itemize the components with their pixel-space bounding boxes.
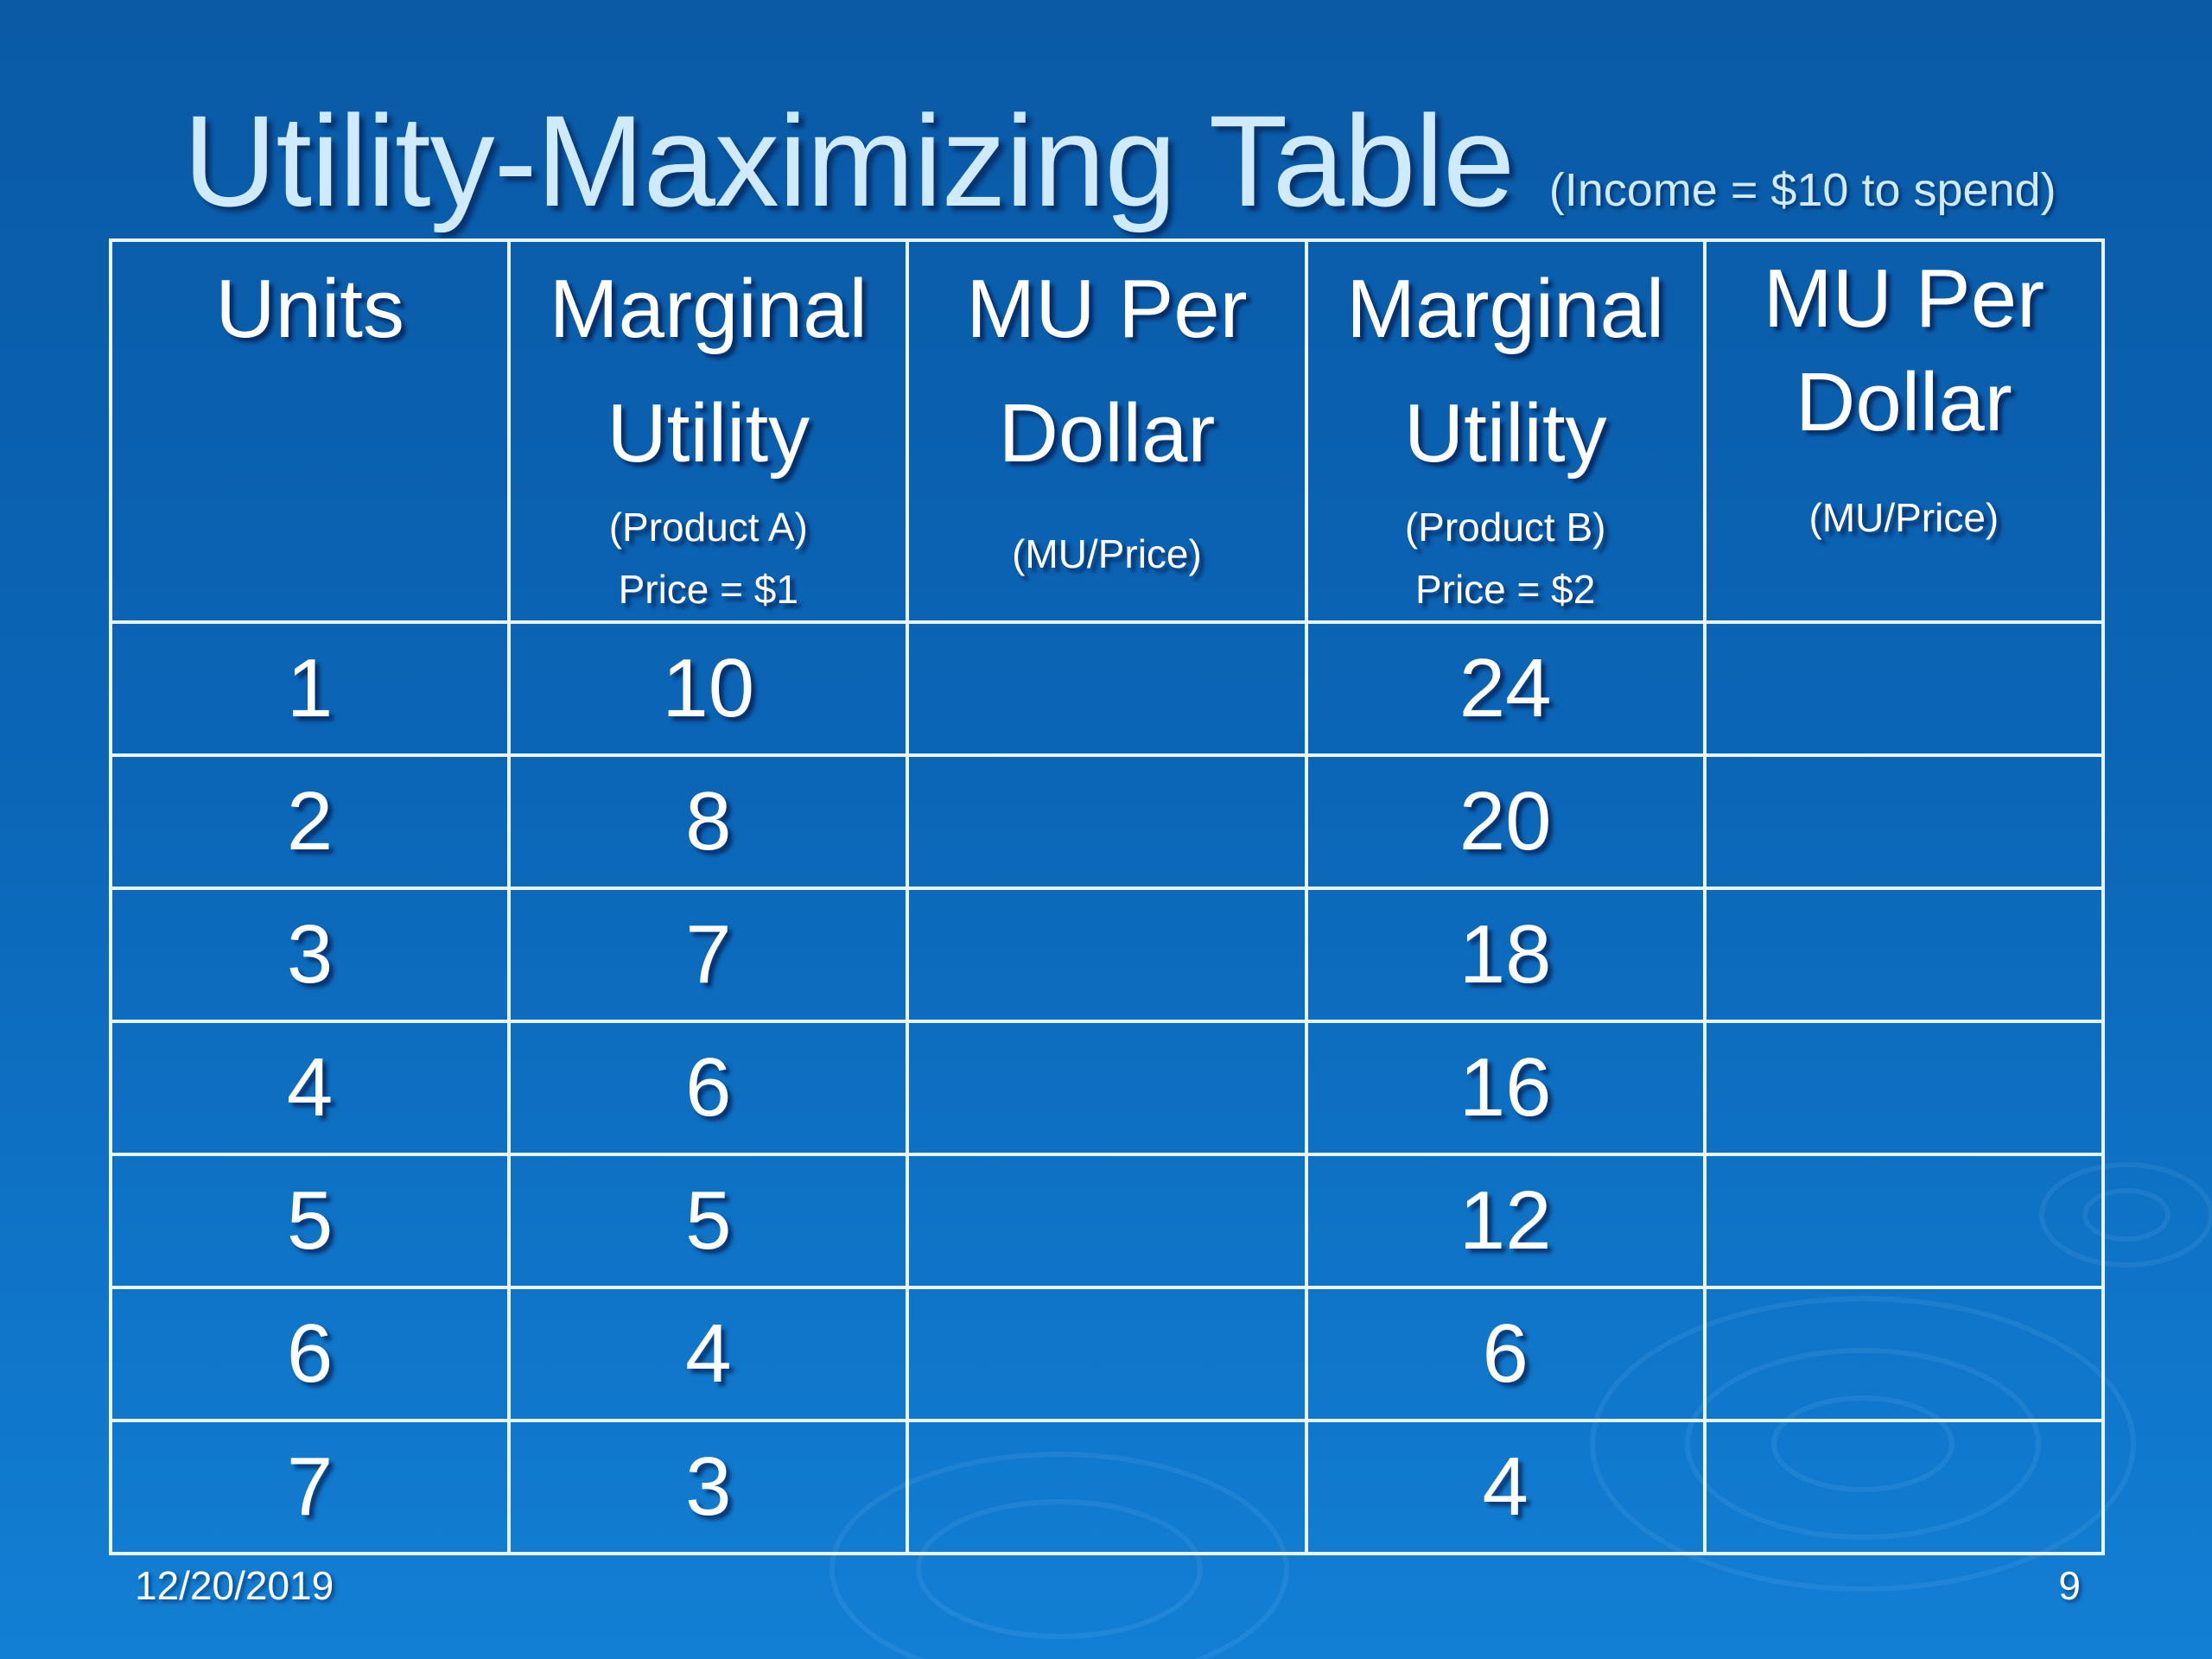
slide-subtitle: (Income = $10 to spend) [1548,164,2056,216]
cell-mu-a: 8 [507,753,910,890]
table-row: 6 4 6 [108,1286,2106,1422]
cell-mu-per-dollar-b [1702,887,2106,1023]
cell-mu-per-dollar-a [906,753,1308,890]
header-mu-b-price: Price = $2 [1414,567,1596,612]
slide-title: Utility-Maximizing Table [183,88,1515,233]
cell-mu-b: 16 [1304,1020,1707,1156]
cell-mu-per-dollar-a [906,1020,1308,1156]
cell-mu-b: 20 [1304,753,1707,890]
header-mu-a-product: (Product A) [608,505,808,550]
cell-mu-b: 12 [1304,1153,1707,1289]
cell-mu-a: 3 [507,1419,910,1555]
header-mu-b-label: Marginal Utility [1346,263,1665,480]
header-mu-a-label: Marginal Utility [549,263,868,480]
footer-date: 12/20/2019 [135,1563,334,1608]
cell-mu-a: 10 [507,620,910,757]
cell-mu-per-dollar-a [906,1286,1308,1422]
cell-mu-a: 7 [507,887,910,1023]
header-mu-a-price: Price = $1 [618,567,798,612]
cell-units: 3 [108,887,512,1023]
cell-mu-per-dollar-b [1702,753,2106,890]
cell-mu-a: 6 [507,1020,910,1156]
table-row: 5 5 12 [108,1153,2106,1289]
header-units-label: Units [215,263,404,355]
cell-mu-per-dollar-b [1702,1419,2106,1555]
cell-mu-b: 24 [1304,620,1707,757]
header-mu-per-dollar-b-label: MU Per Dollar [1763,252,2045,448]
table-row: 7 3 4 [108,1419,2106,1555]
cell-units: 6 [108,1286,512,1422]
header-mu-per-dollar-b-formula: (MU/Price) [1808,495,1999,540]
cell-units: 7 [108,1419,512,1555]
utility-table: Units Marginal Utility (Product A) Price… [108,238,2106,1555]
cell-units: 2 [108,753,512,890]
cell-mu-per-dollar-a [906,1419,1308,1555]
table-row: 1 10 24 [108,620,2106,757]
table-row: 3 7 18 [108,887,2106,1023]
header-mu-per-dollar-a-formula: (MU/Price) [1012,531,1202,576]
table-row: 4 6 16 [108,1020,2106,1156]
cell-units: 4 [108,1020,512,1156]
cell-mu-a: 5 [507,1153,910,1289]
title-row: Utility-Maximizing Table (Income = $10 t… [183,86,2056,233]
cell-mu-per-dollar-b [1702,1153,2106,1289]
cell-mu-b: 6 [1304,1286,1707,1422]
cell-units: 1 [108,620,512,757]
header-mu-b: Marginal Utility (Product B) Price = $2 [1304,238,1707,624]
header-mu-b-product: (Product B) [1404,505,1606,550]
cell-mu-b: 4 [1304,1419,1707,1555]
cell-mu-per-dollar-b [1702,620,2106,757]
header-mu-per-dollar-a-label: MU Per Dollar [966,263,1248,480]
header-mu-a: Marginal Utility (Product A) Price = $1 [507,238,910,624]
header-mu-per-dollar-a: MU Per Dollar (MU/Price) [906,238,1308,624]
cell-mu-per-dollar-a [906,620,1308,757]
cell-mu-per-dollar-b [1702,1020,2106,1156]
cell-mu-b: 18 [1304,887,1707,1023]
header-units: Units [108,238,512,624]
header-mu-per-dollar-b: MU Per Dollar (MU/Price) [1702,238,2106,624]
cell-units: 5 [108,1153,512,1289]
page-number: 9 [2058,1563,2081,1608]
cell-mu-per-dollar-b [1702,1286,2106,1422]
cell-mu-per-dollar-a [906,887,1308,1023]
header-row: Units Marginal Utility (Product A) Price… [108,238,2106,624]
table-row: 2 8 20 [108,753,2106,890]
cell-mu-per-dollar-a [906,1153,1308,1289]
cell-mu-a: 4 [507,1286,910,1422]
